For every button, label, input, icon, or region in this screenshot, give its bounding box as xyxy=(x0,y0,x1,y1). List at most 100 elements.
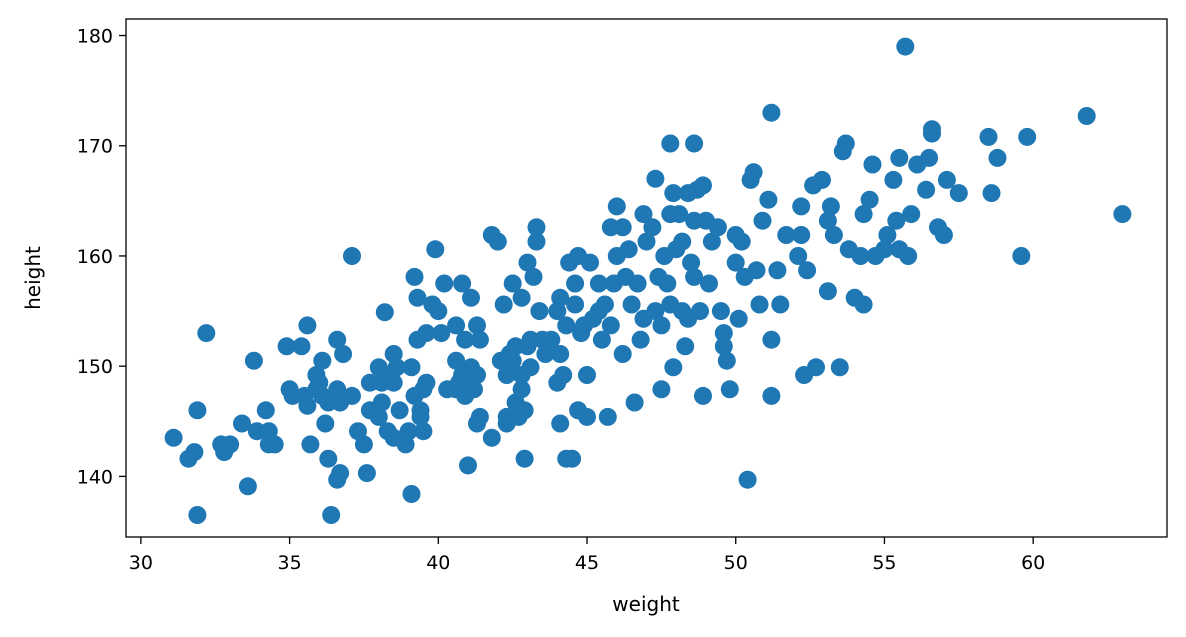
data-point xyxy=(566,295,585,314)
data-point xyxy=(595,295,614,314)
data-point xyxy=(512,288,531,307)
data-point xyxy=(322,506,341,524)
data-point xyxy=(313,351,332,370)
data-point xyxy=(417,373,436,392)
data-point xyxy=(762,386,781,405)
data-point xyxy=(372,393,391,412)
data-point xyxy=(720,380,739,399)
data-point xyxy=(714,337,733,356)
data-point xyxy=(515,449,534,468)
data-point xyxy=(465,380,483,399)
data-point xyxy=(411,407,430,426)
data-point xyxy=(685,134,704,153)
data-point xyxy=(732,232,751,251)
y-tick-label: 170 xyxy=(77,136,113,158)
data-point xyxy=(807,358,825,377)
data-point xyxy=(634,205,653,224)
data-point xyxy=(390,401,409,420)
data-point xyxy=(470,330,489,349)
data-point xyxy=(462,288,480,307)
data-point xyxy=(578,407,596,426)
data-point xyxy=(301,435,320,454)
data-point xyxy=(551,345,570,363)
data-point xyxy=(185,443,204,462)
data-point xyxy=(334,345,353,363)
points-layer xyxy=(164,37,1132,524)
data-point xyxy=(917,180,936,199)
data-point xyxy=(435,274,454,293)
data-point xyxy=(750,295,769,314)
data-point xyxy=(298,316,317,335)
data-point xyxy=(470,407,489,426)
data-point xyxy=(747,261,766,280)
data-point xyxy=(789,247,808,265)
data-point xyxy=(729,309,748,328)
data-point xyxy=(1012,247,1031,265)
data-point xyxy=(601,316,620,335)
data-point xyxy=(863,155,882,174)
x-tick-label: 60 xyxy=(1021,552,1045,574)
data-point xyxy=(468,316,486,335)
data-point xyxy=(652,316,671,335)
data-point xyxy=(331,464,350,483)
data-point xyxy=(402,485,421,503)
data-point xyxy=(673,232,692,251)
data-point xyxy=(598,407,617,426)
data-point xyxy=(824,226,843,244)
data-point xyxy=(979,127,998,146)
data-point xyxy=(316,414,335,433)
y-tick-label: 180 xyxy=(77,26,113,48)
data-point xyxy=(488,232,507,251)
data-point xyxy=(426,240,445,259)
data-point xyxy=(661,134,680,153)
data-point xyxy=(934,226,953,244)
data-point xyxy=(714,324,733,343)
data-point xyxy=(551,288,570,307)
data-point xyxy=(887,211,906,230)
data-point xyxy=(551,414,570,433)
data-point xyxy=(726,253,745,272)
data-point xyxy=(694,176,712,195)
data-point xyxy=(518,253,537,272)
data-point xyxy=(607,197,626,216)
data-point xyxy=(691,302,709,321)
data-point xyxy=(738,470,757,489)
data-point xyxy=(503,274,522,293)
data-point xyxy=(854,205,873,224)
data-point xyxy=(375,303,394,322)
data-point xyxy=(468,366,486,384)
x-axis-label: weight xyxy=(612,592,680,616)
data-point xyxy=(625,393,644,412)
data-point xyxy=(821,197,840,216)
data-point xyxy=(708,218,727,237)
data-point xyxy=(836,134,855,153)
data-point xyxy=(890,148,909,167)
data-point xyxy=(792,197,811,216)
data-point xyxy=(896,37,915,56)
data-point xyxy=(497,366,516,384)
data-point xyxy=(527,218,546,237)
data-point xyxy=(875,240,894,259)
data-point xyxy=(494,295,513,314)
x-tick-label: 55 xyxy=(872,552,896,574)
data-point xyxy=(399,422,418,441)
data-point xyxy=(405,267,424,286)
data-point xyxy=(244,351,263,370)
y-tick-label: 140 xyxy=(77,466,113,488)
data-point xyxy=(319,449,338,468)
data-point xyxy=(652,380,671,399)
data-point xyxy=(753,211,772,230)
data-point xyxy=(988,148,1007,167)
data-point xyxy=(676,337,695,356)
data-point xyxy=(899,247,918,265)
data-point xyxy=(1077,107,1096,125)
data-point xyxy=(771,295,790,314)
data-point xyxy=(860,190,879,209)
data-point xyxy=(664,358,683,377)
data-point xyxy=(777,226,796,244)
x-tick-label: 50 xyxy=(724,552,748,574)
data-point xyxy=(920,148,939,167)
data-point xyxy=(328,330,347,349)
data-point xyxy=(432,324,451,343)
data-point xyxy=(524,267,543,286)
